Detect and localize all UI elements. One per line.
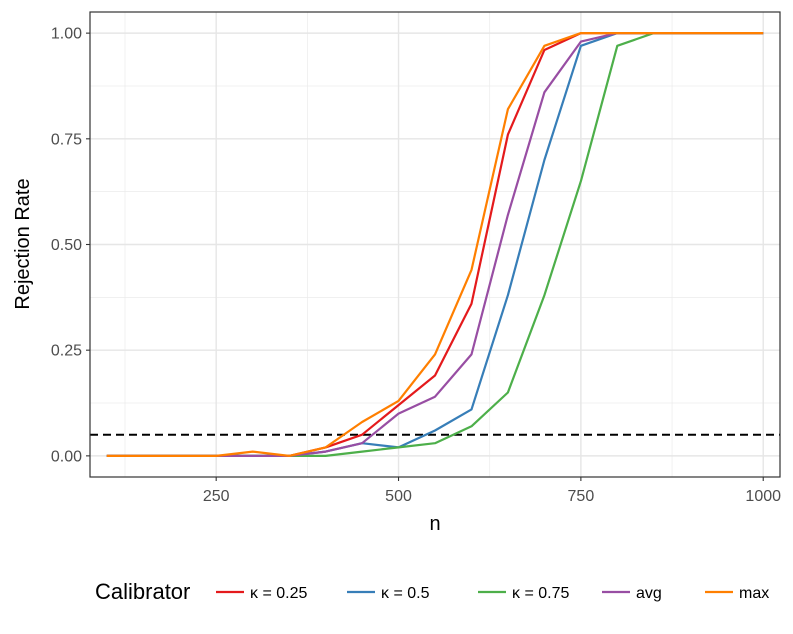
legend-label-3: avg [636, 585, 662, 602]
legend-label-2: κ = 0.75 [512, 585, 569, 602]
series-line-4 [106, 31, 764, 457]
y-tick-label: 0.25 [51, 343, 82, 360]
series-lines [106, 31, 764, 457]
y-axis-title: Rejection Rate [12, 178, 34, 309]
legend-label-1: κ = 0.5 [381, 585, 430, 602]
legend-label-0: κ = 0.25 [250, 585, 307, 602]
legend-label-4: max [739, 585, 769, 602]
y-tick-label: 0.00 [51, 448, 82, 465]
y-tick-label: 0.75 [51, 131, 82, 148]
x-tick-label: 250 [203, 488, 230, 505]
x-tick-label: 1000 [745, 488, 781, 505]
x-tick-label: 500 [385, 488, 412, 505]
legend-title: Calibrator [95, 579, 190, 604]
y-tick-label: 0.50 [51, 237, 82, 254]
x-axis-ticks: 250 500 750 1000 [203, 477, 781, 505]
x-tick-label: 750 [568, 488, 595, 505]
y-axis-ticks: 0.00 0.25 0.50 0.75 1.00 [51, 26, 90, 465]
x-axis-title: n [429, 513, 440, 535]
legend: Calibrator κ = 0.25 κ = 0.5 κ = 0.75 avg max [95, 579, 769, 604]
y-tick-label: 1.00 [51, 26, 82, 43]
